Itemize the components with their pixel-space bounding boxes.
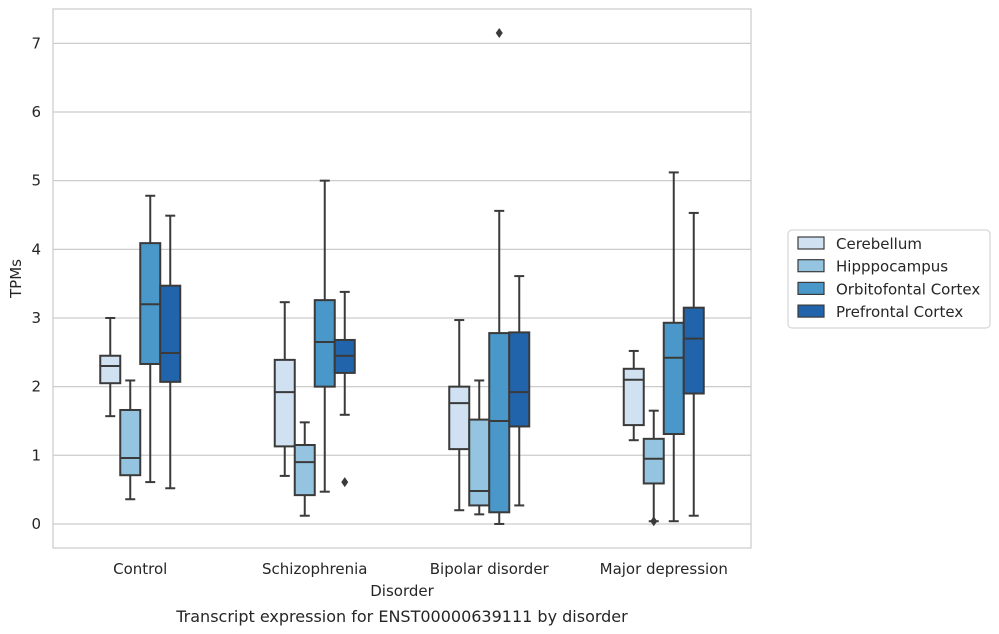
series-hipppocampus (119, 379, 665, 527)
series-cerebellum (99, 301, 645, 512)
y-tick-label: 5 (31, 172, 41, 190)
x-tick-label: Major depression (600, 560, 728, 578)
legend-label: Cerebellum (836, 235, 922, 253)
legend-swatch (797, 304, 825, 318)
legend-swatch (797, 259, 825, 273)
y-tick-label: 0 (31, 515, 41, 533)
legend-label: Prefrontal Cortex (836, 303, 963, 321)
box (622, 349, 645, 442)
legend-swatch (797, 236, 825, 250)
box-iqr (448, 385, 471, 451)
box (682, 211, 705, 517)
x-tick-labels: Control Schizophrenia Bipolar disorder Majo… (113, 560, 728, 578)
box-iqr (622, 367, 645, 427)
box-iqr (488, 332, 511, 514)
y-tick-label: 7 (31, 34, 41, 52)
box (488, 28, 511, 525)
box-iqr (508, 331, 531, 428)
box (662, 171, 685, 523)
outlier-point (341, 477, 349, 488)
box (159, 214, 182, 490)
box-iqr (642, 437, 665, 485)
box (273, 301, 296, 477)
box-iqr (273, 358, 296, 448)
box (139, 194, 162, 484)
y-axis-label: TPMs (7, 259, 25, 299)
outlier-point (495, 28, 503, 39)
box-iqr (159, 284, 182, 383)
box (119, 379, 142, 501)
x-tick-label: Schizophrenia (262, 560, 367, 578)
box (333, 290, 356, 488)
x-tick-label: Control (113, 560, 167, 578)
legend-box (787, 229, 991, 329)
box (448, 319, 471, 512)
box (508, 275, 531, 507)
box-iqr (468, 418, 491, 507)
series-prefrontal-cortex (159, 211, 705, 517)
box (313, 179, 336, 493)
legend-label: Orbitofontal Cortex (836, 280, 980, 298)
x-axis-label: Disorder (370, 582, 434, 600)
plot-area-frame (52, 8, 752, 549)
legend-label: Hipppocampus (836, 258, 948, 276)
series-orbitofontal-cortex (139, 28, 685, 525)
legend: Cerebellum Hipppocampus Orbitofontal Corte… (787, 229, 991, 329)
x-tick-label: Bipolar disorder (430, 560, 550, 578)
box (642, 409, 665, 527)
y-tick-label: 6 (31, 103, 41, 121)
y-tick-label: 1 (31, 446, 41, 464)
legend-swatch (797, 281, 825, 295)
box (99, 316, 122, 418)
box-iqr (662, 321, 685, 436)
box-iqr (682, 306, 705, 395)
chart-title: Transcript expression for ENST0000063911… (175, 607, 628, 626)
y-tick-labels: 0 1 2 3 4 5 6 7 (31, 34, 41, 533)
box-series (99, 28, 705, 527)
y-tick-label: 4 (31, 240, 41, 258)
box-iqr (99, 354, 122, 385)
y-tick-label: 3 (31, 309, 41, 327)
y-tick-label: 2 (31, 378, 41, 396)
box-iqr (313, 299, 336, 388)
box-iqr (119, 408, 142, 477)
box-iqr (293, 444, 316, 497)
box (293, 421, 316, 517)
outlier-point (650, 516, 658, 527)
box (468, 379, 491, 516)
